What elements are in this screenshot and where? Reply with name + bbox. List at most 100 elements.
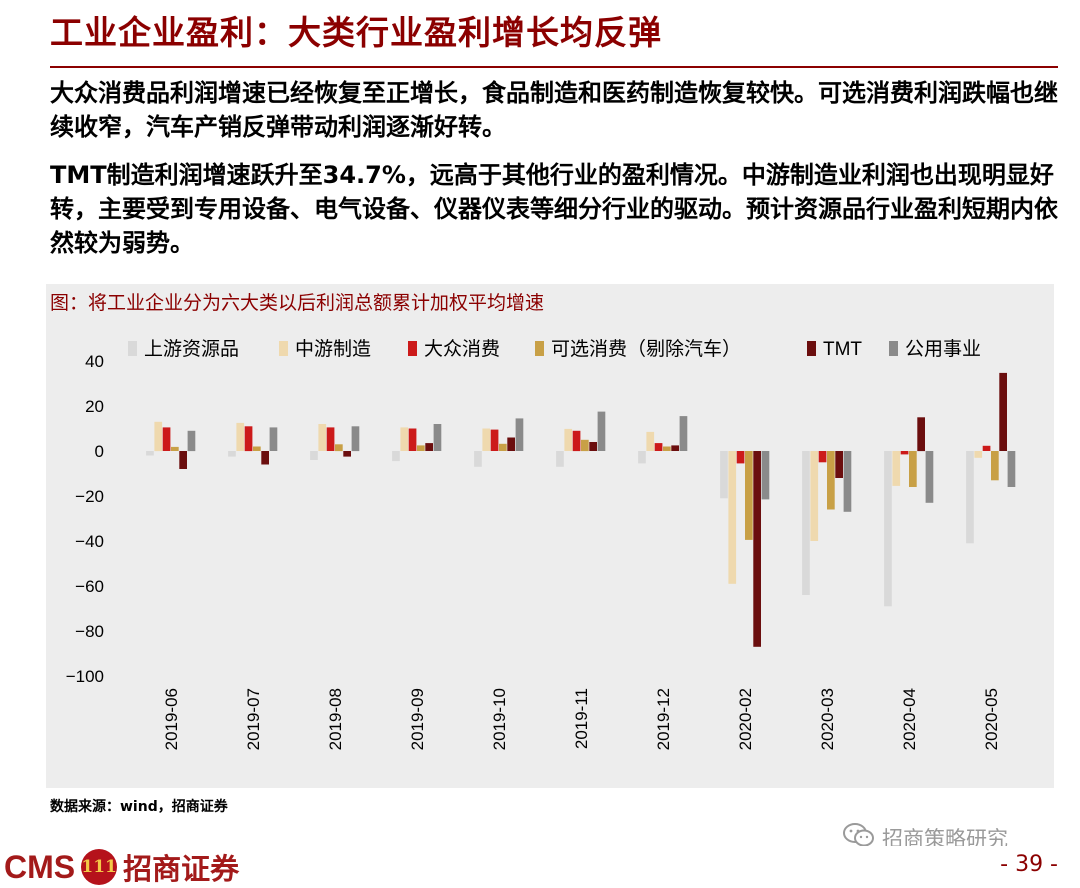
bar-2019-11-s5 — [597, 411, 606, 451]
bar-2019-07-s1 — [236, 422, 245, 451]
legend-swatch — [408, 341, 417, 356]
legend-label: TMT — [823, 339, 862, 360]
title-rule — [50, 66, 1058, 68]
bar-2019-11-s0 — [556, 451, 564, 467]
bar-chart: 40 20 0 −20 −40 −60 −80 −100 2019-06 2019-07 2019-… — [66, 338, 1016, 750]
bar-2020-02-s4 — [753, 451, 761, 647]
bar-2019-10-s4 — [507, 437, 515, 451]
bar-2019-07-s2 — [244, 426, 253, 452]
y-tick-label: −40 — [75, 532, 104, 551]
legend-swatch — [535, 341, 544, 356]
bar-2019-08-s0 — [310, 451, 318, 460]
bar-2019-06-s3 — [171, 446, 179, 451]
x-tick-label: 2020-05 — [982, 688, 1001, 750]
bar-2020-02-s1 — [728, 451, 737, 584]
bar-2019-11-s1 — [564, 428, 573, 451]
x-tick-label: 2019-12 — [654, 688, 673, 750]
bar-2019-07-s4 — [261, 451, 269, 465]
legend-swatch — [279, 341, 288, 356]
bar-2020-04-s0 — [884, 451, 892, 607]
bar-2019-12-s4 — [671, 445, 679, 451]
tmt-label: TMT — [50, 161, 107, 189]
bar-2019-08-s2 — [326, 427, 335, 451]
x-tick-label: 2020-04 — [900, 688, 919, 750]
x-tick-label: 2020-02 — [736, 688, 755, 750]
bar-2019-09-s2 — [408, 428, 417, 451]
bar-2019-07-s3 — [253, 446, 261, 451]
legend-swatch — [807, 341, 816, 356]
legend-label: 中游制造 — [295, 338, 371, 360]
legend-swatch — [128, 341, 137, 356]
x-tick-label: 2020-03 — [818, 688, 837, 750]
bar-2019-11-s3 — [581, 439, 589, 452]
bar-2019-06-s1 — [154, 421, 163, 452]
paragraph-1: 大众消费品利润增速已经恢复至正增长，食品制造和医药制造恢复较快。可选消费利润跌幅… — [50, 79, 1058, 141]
bar-2019-07-s0 — [228, 451, 236, 457]
x-tick-label: 2019-11 — [572, 688, 591, 749]
bar-2020-03-s1 — [810, 451, 819, 541]
bar-2019-12-s2 — [654, 443, 663, 451]
bar-2019-10-s5 — [515, 418, 524, 451]
bar-2019-09-s1 — [400, 427, 409, 451]
bar-2019-08-s3 — [335, 444, 343, 452]
bar-2019-06-s4 — [179, 451, 187, 469]
logo-cms-text: CMS — [4, 848, 76, 885]
bar-2019-10-s1 — [482, 428, 491, 451]
bar-2019-09-s0 — [392, 451, 400, 462]
bar-2019-06-s5 — [187, 430, 196, 452]
bar-2020-02-s3 — [745, 451, 753, 540]
bar-2019-06-s2 — [162, 427, 171, 451]
legend-swatch — [889, 341, 898, 356]
bar-2019-08-s4 — [343, 451, 351, 457]
bar-2020-03-s4 — [835, 451, 843, 478]
y-tick-label: 0 — [95, 442, 104, 461]
bar-2020-05-s0 — [966, 451, 974, 544]
bar-2020-04-s4 — [917, 417, 925, 452]
bar-2019-06-s0 — [146, 451, 154, 456]
y-tick-label: 20 — [85, 397, 104, 416]
y-tick-label: −100 — [66, 667, 104, 686]
data-source: 数据来源：wind，招商证券 — [50, 799, 228, 815]
bar-2020-05-s2 — [982, 445, 991, 451]
bar-2020-05-s4 — [999, 372, 1007, 451]
bar-2020-02-s5 — [761, 451, 770, 500]
bar-2019-10-s0 — [474, 451, 482, 467]
x-tick-label: 2019-09 — [408, 688, 427, 750]
bar-2019-12-s1 — [646, 431, 655, 451]
company-logo: CMS 111 招商证券 — [4, 846, 239, 888]
page-title: 工业企业盈利：大类行业盈利增长均反弹 — [50, 13, 662, 52]
bar-2019-12-s5 — [679, 416, 688, 451]
bar-2020-04-s3 — [909, 451, 917, 487]
x-tick-label: 2019-06 — [162, 688, 181, 750]
bar-2019-07-s5 — [269, 427, 278, 451]
bar-2019-12-s0 — [638, 451, 646, 464]
bar-2020-05-s5 — [1007, 451, 1016, 487]
bar-2019-10-s3 — [499, 443, 507, 451]
tmt-growth-value: 34.7% — [322, 161, 406, 189]
paragraph-2-middle: 制造利润增速跃升至 — [106, 161, 323, 189]
logo-badge-icon: 111 — [81, 849, 118, 885]
bar-2020-04-s1 — [892, 451, 901, 486]
bar-2019-11-s2 — [572, 430, 581, 452]
bar-2020-03-s0 — [802, 451, 810, 595]
bar-2020-03-s2 — [818, 451, 827, 463]
bar-2019-09-s5 — [433, 424, 442, 451]
bar-2019-08-s5 — [351, 426, 360, 452]
bar-2019-10-s2 — [490, 429, 499, 451]
bar-2019-09-s3 — [417, 445, 425, 451]
y-tick-label: −20 — [75, 487, 104, 506]
bar-2019-08-s1 — [318, 424, 327, 451]
legend-label: 上游资源品 — [144, 338, 239, 360]
bar-2019-09-s4 — [425, 443, 433, 451]
chart-caption: 图：将工业企业分为六大类以后利润总额累计加权平均增速 — [50, 292, 545, 314]
bar-2020-02-s2 — [736, 451, 745, 464]
y-tick-label: −60 — [75, 577, 104, 596]
bar-2020-05-s1 — [974, 451, 983, 458]
wechat-icon — [842, 822, 876, 853]
x-tick-label: 2019-10 — [490, 688, 509, 750]
x-tick-label: 2019-07 — [244, 688, 263, 750]
legend-label: 可选消费（剔除汽车） — [551, 338, 741, 360]
paragraph-2-rest: ，远高于其他行业的盈利情况。中游制造业利润也出现明显好转，主要受到专用设备、电气… — [50, 161, 1058, 257]
bar-2020-04-s5 — [925, 451, 934, 503]
footer-band — [0, 846, 1080, 887]
